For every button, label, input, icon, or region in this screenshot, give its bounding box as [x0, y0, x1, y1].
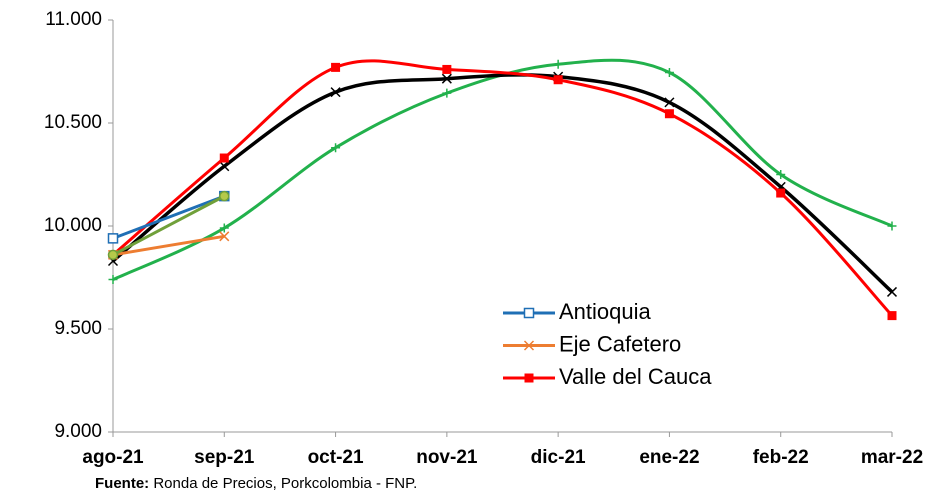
marker [442, 64, 452, 74]
marker [553, 75, 563, 85]
source-text: Ronda de Precios, Porkcolombia - FNP. [153, 475, 417, 492]
series-line [112, 59, 894, 317]
marker [219, 161, 230, 172]
marker [664, 68, 674, 78]
x-tick-label: sep-21 [194, 447, 255, 468]
x-tick-label: feb-22 [753, 447, 809, 468]
marker [664, 109, 674, 119]
series-line [112, 58, 893, 281]
marker [442, 88, 452, 98]
y-tick-label: 9.500 [54, 318, 102, 339]
marker [107, 233, 119, 244]
marker [441, 73, 452, 84]
series-line [112, 194, 225, 240]
marker [776, 188, 786, 198]
marker [219, 223, 229, 233]
x-tick-label: dic-21 [531, 447, 586, 468]
marker [219, 153, 229, 163]
y-tick-label: 10.000 [44, 215, 102, 236]
marker [219, 231, 230, 242]
legend-item: Valle del Cauca [503, 364, 712, 389]
series-line [111, 73, 894, 294]
x-tick-label: mar-22 [861, 447, 923, 468]
x-tick-label: ago-21 [82, 447, 144, 468]
marker [331, 143, 341, 153]
marker [887, 221, 897, 231]
series-line [112, 194, 225, 257]
x-tick-label: ene-22 [639, 447, 699, 468]
marker [664, 97, 675, 108]
legend-label: Eje Cafetero [559, 331, 681, 356]
marker [331, 62, 341, 72]
marker [886, 286, 898, 297]
x-tick-label: nov-21 [416, 447, 478, 468]
marker [219, 190, 230, 202]
marker [107, 249, 119, 261]
legend-label: Antioquia [559, 299, 652, 324]
marker [776, 170, 786, 179]
legend-item: Eje Cafetero [503, 331, 681, 356]
marker [524, 373, 534, 383]
marker [523, 340, 535, 351]
marker [330, 87, 341, 98]
x-tick-label: oct-21 [308, 447, 364, 468]
y-tick-label: 9.000 [54, 421, 102, 442]
legend-item: Antioquia [503, 299, 652, 324]
y-tick-label: 11.000 [45, 9, 102, 30]
marker [887, 311, 897, 321]
marker [108, 275, 118, 285]
y-tick-label: 10.500 [44, 112, 102, 133]
marker [523, 307, 535, 319]
series-line [112, 234, 225, 257]
marker [553, 59, 563, 69]
source-note: Fuente: Ronda de Precios, Porkcolombia -… [95, 475, 417, 492]
legend-label: Valle del Cauca [559, 364, 712, 389]
source-label: Fuente: [95, 475, 149, 492]
